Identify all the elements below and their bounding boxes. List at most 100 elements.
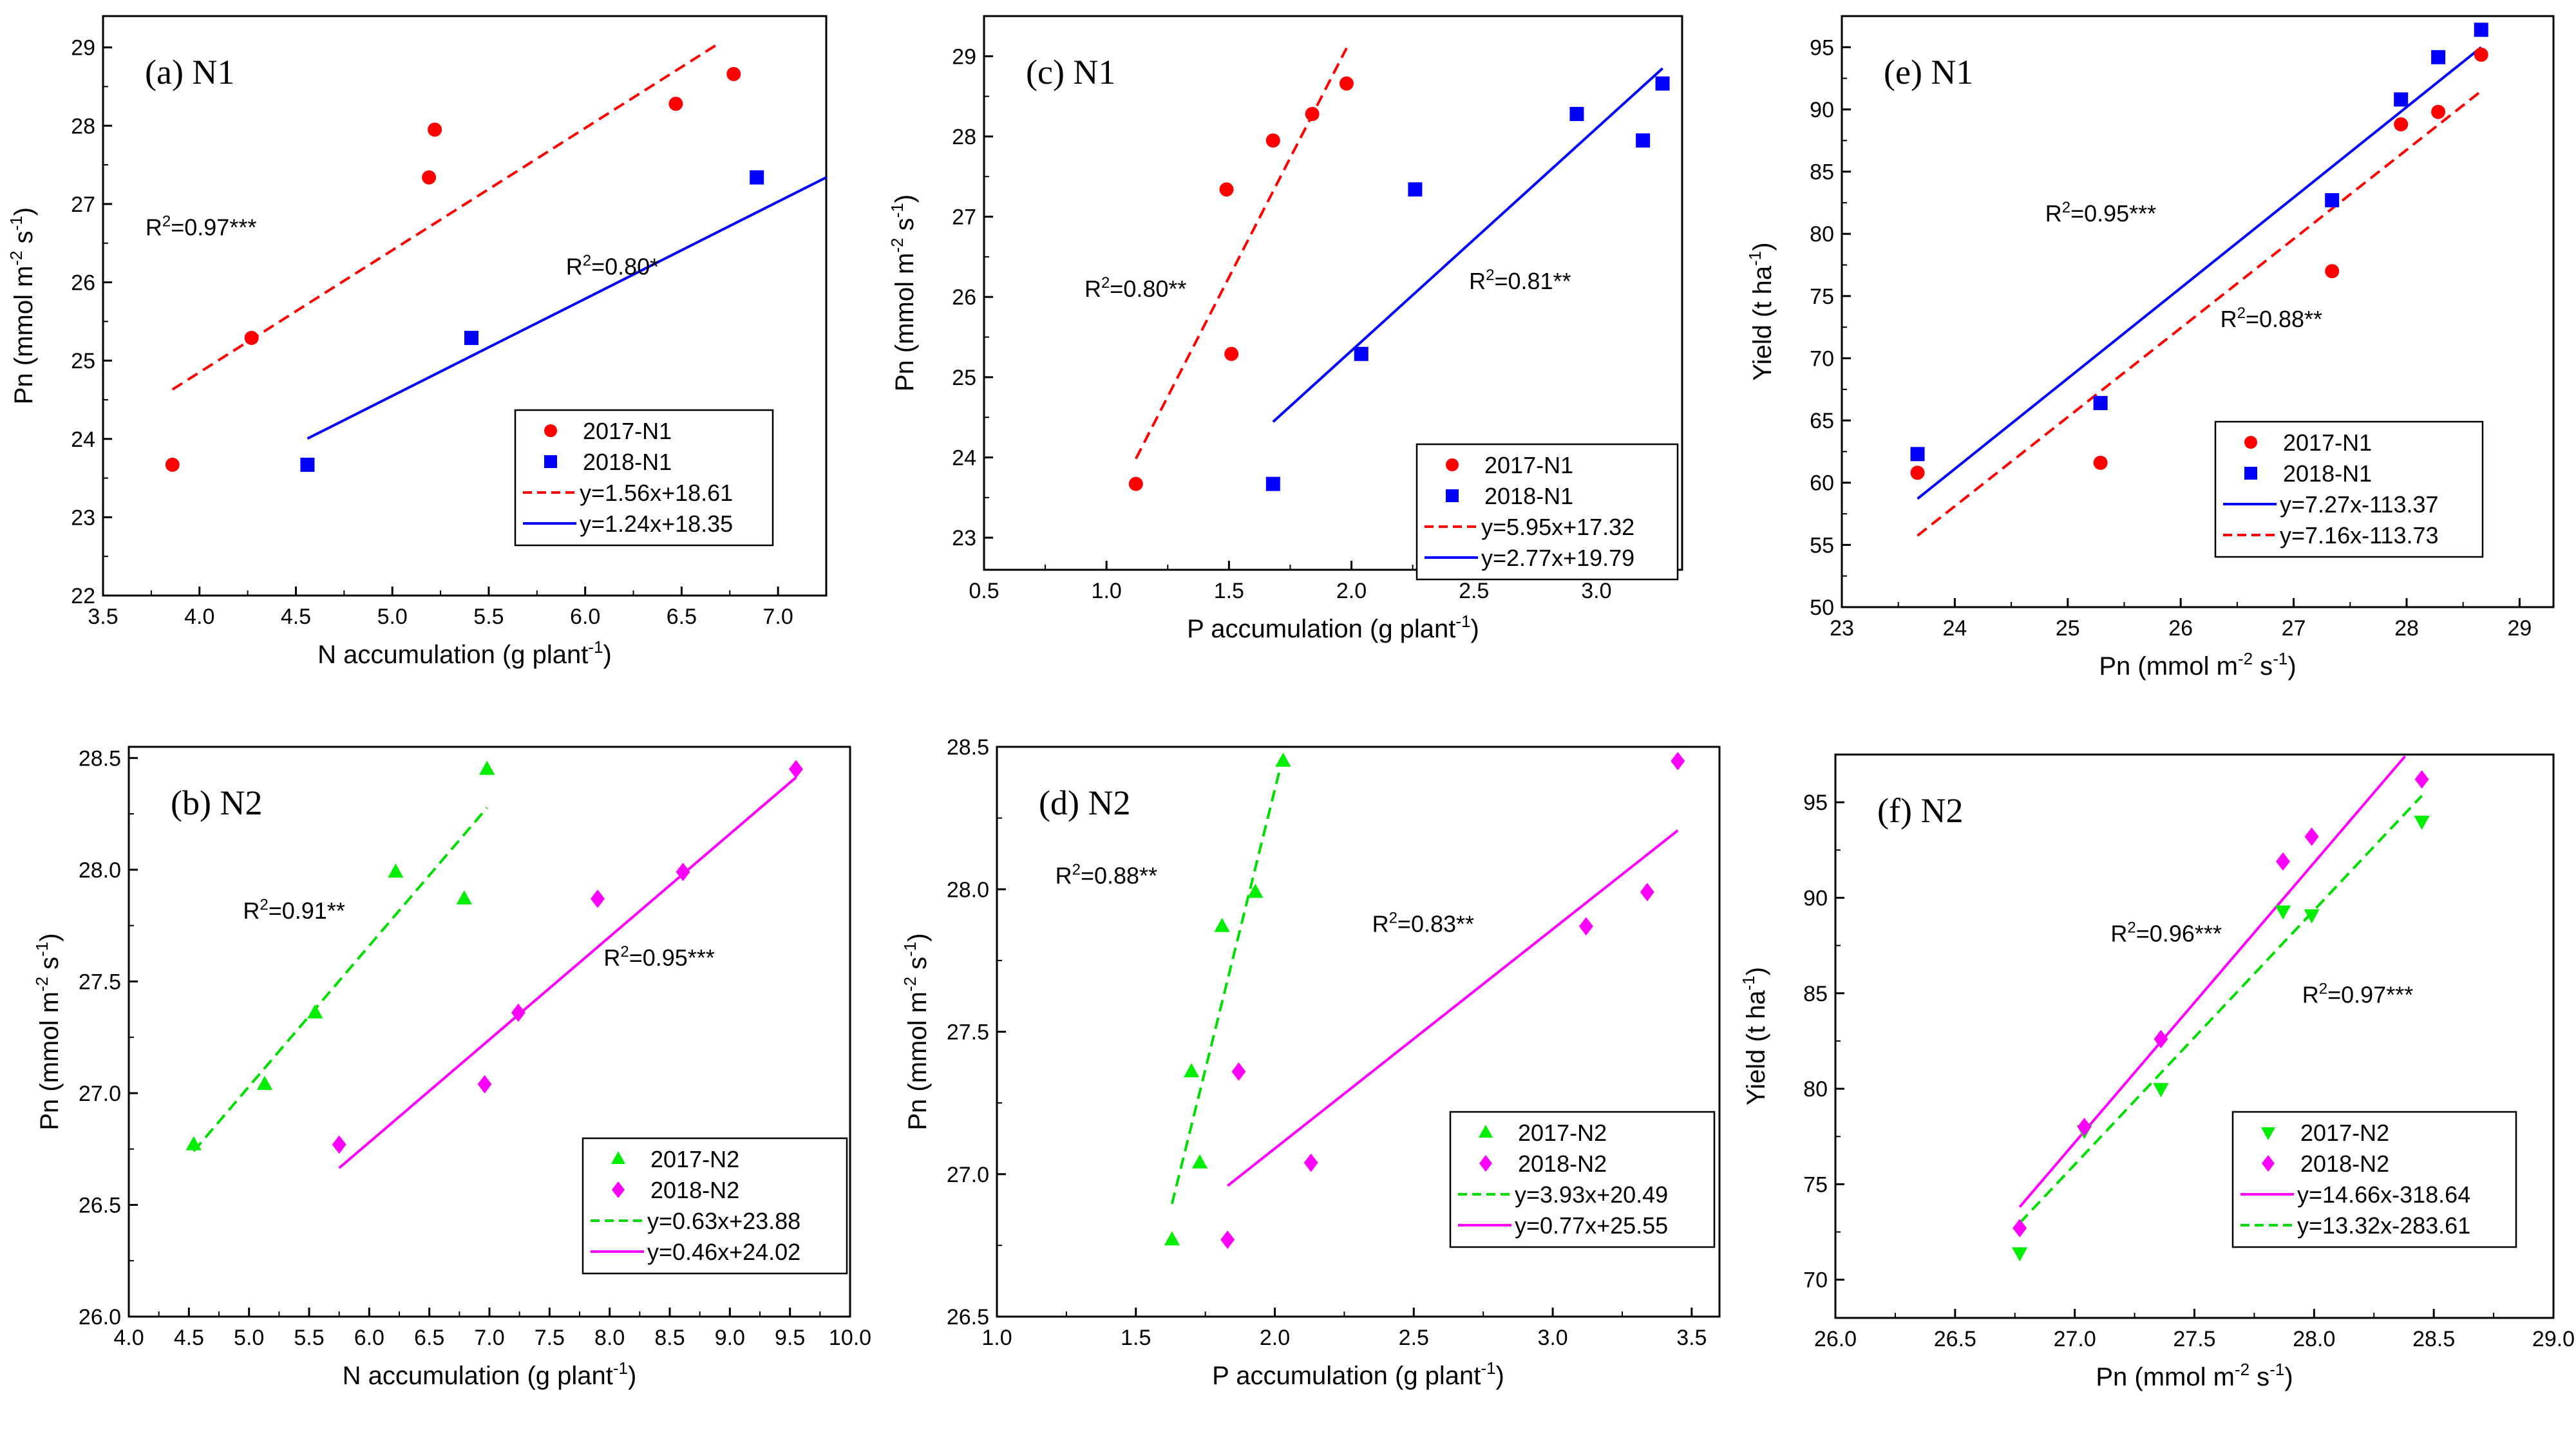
y-tick-label: 28.5 — [79, 746, 121, 771]
legend-label: 2017-N2 — [2300, 1120, 2389, 1146]
x-axis-label-tail: ) — [603, 641, 612, 669]
data-point — [428, 122, 442, 137]
data-point — [789, 760, 803, 779]
y-tick-label: 26.5 — [947, 1305, 989, 1329]
r-squared-value: =0.88** — [2246, 306, 2322, 332]
r-squared-value: =0.88** — [1081, 862, 1157, 888]
y-tick-label: 29 — [71, 36, 95, 61]
x-tick-label: 9.5 — [775, 1326, 805, 1350]
data-point — [2154, 1029, 2168, 1049]
r-squared-value: =0.97*** — [2327, 982, 2413, 1008]
r-squared-symbol: R — [2045, 200, 2062, 227]
panel-label: (a) N1 — [145, 53, 234, 91]
data-point — [1671, 751, 1685, 771]
y-axis-label: Yield (t ha-1) — [1745, 242, 1777, 380]
data-point — [1275, 752, 1291, 767]
x-axis-label-superscript: -2 — [2235, 1360, 2249, 1379]
y-tick-label: 28.5 — [947, 735, 989, 760]
data-point — [2276, 852, 2291, 871]
legend-marker — [1479, 1155, 1492, 1172]
r-squared-annotation: R2=0.97*** — [2302, 981, 2413, 1008]
x-tick-label: 6.0 — [354, 1326, 384, 1350]
y-tick-label: 27.5 — [947, 1020, 989, 1045]
y-axis-label: Pn (mmol m-2 s-1) — [887, 194, 919, 391]
y-tick-label: 70 — [1810, 346, 1834, 371]
r-squared-annotation: R2=0.88** — [2221, 305, 2322, 332]
data-point — [1220, 1230, 1235, 1249]
x-tick-label: 26.5 — [1934, 1327, 1976, 1351]
x-axis-label: Pn (mmol m-2 s-1) — [2096, 1360, 2293, 1391]
data-point — [591, 889, 605, 908]
data-point — [1224, 346, 1239, 361]
x-tick-label: 23 — [1830, 616, 1854, 641]
legend-box — [514, 409, 774, 547]
regression-line — [338, 776, 797, 1169]
x-axis-label-superscript: -1 — [1481, 1358, 1495, 1378]
data-point — [1305, 107, 1320, 122]
x-tick-label: 4.5 — [174, 1326, 204, 1350]
data-point — [1247, 883, 1264, 898]
y-tick-label: 90 — [1803, 886, 1828, 910]
regression-line — [307, 176, 827, 440]
x-axis-label-tail: ) — [628, 1362, 636, 1390]
y-axis-label: Pn (mmol m-2 s-1) — [32, 933, 64, 1130]
r-squared-superscript: 2 — [620, 943, 629, 961]
regression-line — [1226, 829, 1679, 1187]
x-tick-label: 5.5 — [473, 605, 504, 629]
data-point — [256, 1075, 273, 1090]
x-tick-label: 9.0 — [715, 1326, 745, 1350]
x-axis-label-superscript: -1 — [588, 637, 603, 657]
legend-label: 2017-N1 — [2283, 429, 2372, 456]
r-squared-annotation: R2=0.95*** — [2045, 199, 2156, 227]
y-tick-label: 95 — [1803, 791, 1828, 815]
data-point — [244, 330, 259, 345]
x-tick-label: 8.0 — [594, 1326, 625, 1350]
r-squared-symbol: R — [1469, 268, 1486, 294]
y-axis-label-superscript: -1 — [1745, 251, 1765, 266]
x-axis-label-tail: ) — [1496, 1362, 1504, 1390]
x-tick-label: 2.5 — [1399, 1326, 1429, 1350]
y-tick-label: 25 — [71, 349, 95, 373]
x-tick-label: 25 — [2056, 616, 2080, 641]
x-axis-label-tail: s — [2249, 1363, 2269, 1391]
r-squared-value: =0.80* — [591, 253, 659, 279]
legend-marker — [544, 455, 557, 468]
panel-label: (e) N1 — [1884, 53, 1973, 91]
legend-label: 2018-N1 — [583, 449, 672, 475]
y-axis-label-part-2: ) — [1742, 967, 1770, 975]
legend-label: y=5.95x+17.32 — [1481, 514, 1634, 540]
y-axis-label-part-3: ) — [904, 933, 932, 941]
data-point — [2275, 905, 2291, 920]
y-axis-label-superscript-2: -1 — [6, 216, 26, 230]
panel-c: 0.5 1.0 1.5 2.0 2.5 3.0 23 24 25 26 27 28 29 P accumu… — [887, 15, 1683, 643]
data-point — [2304, 909, 2320, 924]
legend-label: y=7.16x-113.73 — [2280, 522, 2439, 549]
legend-marker — [2261, 1127, 2275, 1140]
y-tick-label: 28 — [71, 114, 95, 138]
y-tick-label: 22 — [71, 584, 95, 608]
y-tick-label: 23 — [952, 526, 976, 550]
data-point — [1183, 1063, 1200, 1078]
r-squared-superscript: 2 — [1389, 910, 1397, 927]
data-point — [1408, 182, 1423, 197]
r-squared-value: =0.80** — [1110, 276, 1186, 302]
data-point — [1636, 133, 1651, 148]
r-squared-value: =0.95*** — [2070, 200, 2156, 227]
x-axis-label: N accumulation (g plant-1) — [343, 1358, 637, 1390]
x-axis-label-main: Pn (mmol m — [2099, 652, 2238, 681]
x-tick-label: 5.0 — [377, 605, 408, 629]
x-tick-label: 24 — [1942, 616, 1967, 641]
x-axis-label-tail: ) — [1471, 615, 1479, 643]
y-axis-label-part-3: ) — [35, 933, 64, 941]
y-axis-label-part-2: s — [10, 230, 38, 250]
x-axis-label-superscript-2: -1 — [2273, 649, 2287, 668]
y-axis-label: Yield (t ha-1) — [1739, 967, 1770, 1105]
data-point — [2414, 770, 2429, 789]
legend-marker — [1446, 458, 1459, 471]
legend-label: y=13.32x-283.61 — [2297, 1212, 2470, 1239]
data-point — [1214, 917, 1230, 932]
x-tick-label: 8.5 — [654, 1326, 685, 1350]
data-point — [1640, 883, 1654, 901]
x-tick-label: 4.0 — [184, 605, 214, 629]
